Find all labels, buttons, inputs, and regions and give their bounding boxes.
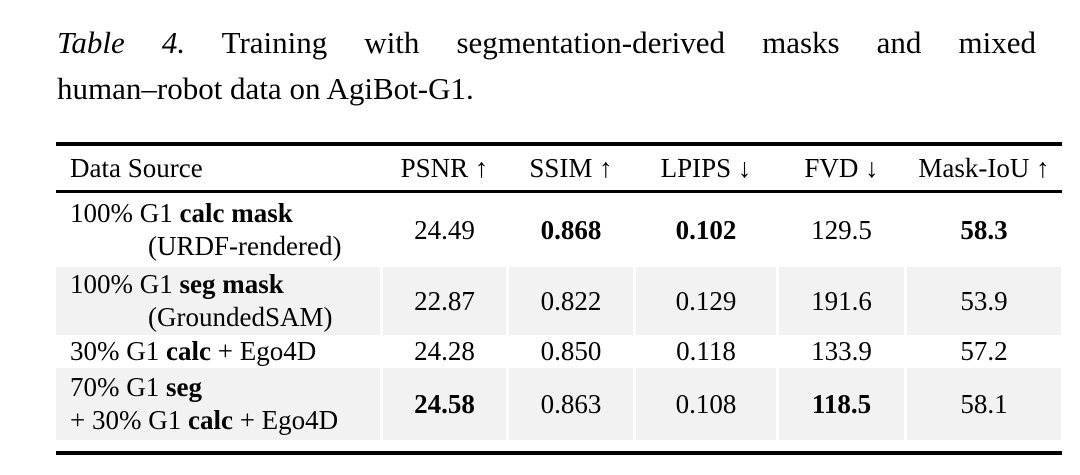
table-caption: Table 4. Training with segmentation-deri… bbox=[57, 20, 1036, 112]
results-table: Data Source PSNR ↑ SSIM ↑ LPIPS ↓ FVD ↓ … bbox=[56, 142, 1062, 455]
psnr-value: 24.58 bbox=[383, 368, 506, 440]
data-source-line-1: 30% G1 calc + Ego4D bbox=[70, 336, 317, 366]
column-header-ssim: SSIM ↑ bbox=[529, 152, 613, 183]
column-header-data-source: Data Source bbox=[70, 152, 203, 183]
ssim-value: 0.822 bbox=[509, 267, 633, 335]
data-source-cell: 70% G1 seg + 30% G1 calc + Ego4D bbox=[56, 368, 380, 440]
caption-line-1: Table 4. Training with segmentation-deri… bbox=[57, 20, 1036, 66]
caption-label: Table 4. bbox=[57, 25, 186, 60]
table-bottom-rule bbox=[56, 451, 1062, 455]
psnr-value: 22.87 bbox=[383, 267, 506, 335]
ssim-value: 0.850 bbox=[540, 336, 602, 366]
ssim-value: 0.863 bbox=[509, 368, 633, 440]
column-header-mask-iou: Mask-IoU ↑ bbox=[918, 152, 1050, 183]
table-row: 30% G1 calc + Ego4D 24.28 0.850 0.118 13… bbox=[56, 335, 1062, 368]
table-row: 100% G1 calc mask (URDF-rendered) 24.49 … bbox=[56, 193, 1062, 267]
mask-iou-value: 57.2 bbox=[960, 336, 1008, 366]
data-source-line-1: 100% G1 calc mask bbox=[70, 198, 293, 228]
table-bottom-gap bbox=[56, 440, 1062, 451]
lpips-value: 0.129 bbox=[636, 267, 776, 335]
column-header-psnr: PSNR ↑ bbox=[400, 152, 489, 183]
lpips-value: 0.102 bbox=[675, 214, 737, 245]
table-row: 70% G1 seg + 30% G1 calc + Ego4D 24.58 0… bbox=[56, 368, 1062, 440]
caption-text: Training with segmentation-derived masks… bbox=[221, 25, 1036, 60]
table-header-row: Data Source PSNR ↑ SSIM ↑ LPIPS ↓ FVD ↓ … bbox=[56, 146, 1062, 190]
data-source-line-2: (GroundedSAM) bbox=[148, 302, 333, 332]
data-source-line-1: 100% G1 seg mask bbox=[70, 269, 284, 299]
lpips-value: 0.108 bbox=[636, 368, 776, 440]
table-top-rule bbox=[56, 142, 1062, 146]
data-source-cell: 30% G1 calc + Ego4D bbox=[56, 335, 380, 368]
fvd-value: 133.9 bbox=[811, 336, 872, 366]
table-header-rule bbox=[56, 190, 1062, 193]
mask-iou-value: 58.1 bbox=[907, 368, 1061, 440]
table-row: 100% G1 seg mask (GroundedSAM) 22.87 0.8… bbox=[56, 267, 1062, 335]
fvd-value: 118.5 bbox=[779, 368, 904, 440]
mask-iou-value: 58.3 bbox=[960, 214, 1008, 245]
psnr-value: 24.28 bbox=[414, 336, 475, 366]
data-source-cell: 100% G1 seg mask (GroundedSAM) bbox=[56, 267, 380, 335]
column-header-lpips: LPIPS ↓ bbox=[660, 152, 752, 183]
data-source-line-2: (URDF-rendered) bbox=[148, 231, 342, 261]
psnr-value: 24.49 bbox=[414, 214, 475, 245]
lpips-value: 0.118 bbox=[676, 336, 736, 366]
data-source-line-2: + 30% G1 calc + Ego4D bbox=[70, 405, 339, 435]
ssim-value: 0.868 bbox=[540, 214, 602, 245]
data-source-cell: 100% G1 calc mask (URDF-rendered) bbox=[56, 193, 380, 267]
fvd-value: 129.5 bbox=[811, 214, 872, 245]
fvd-value: 191.6 bbox=[779, 267, 904, 335]
mask-iou-value: 53.9 bbox=[907, 267, 1061, 335]
column-header-fvd: FVD ↓ bbox=[804, 152, 879, 183]
caption-line-2: human–robot data on AgiBot-G1. bbox=[57, 71, 474, 106]
data-source-line-1: 70% G1 seg bbox=[70, 372, 202, 402]
